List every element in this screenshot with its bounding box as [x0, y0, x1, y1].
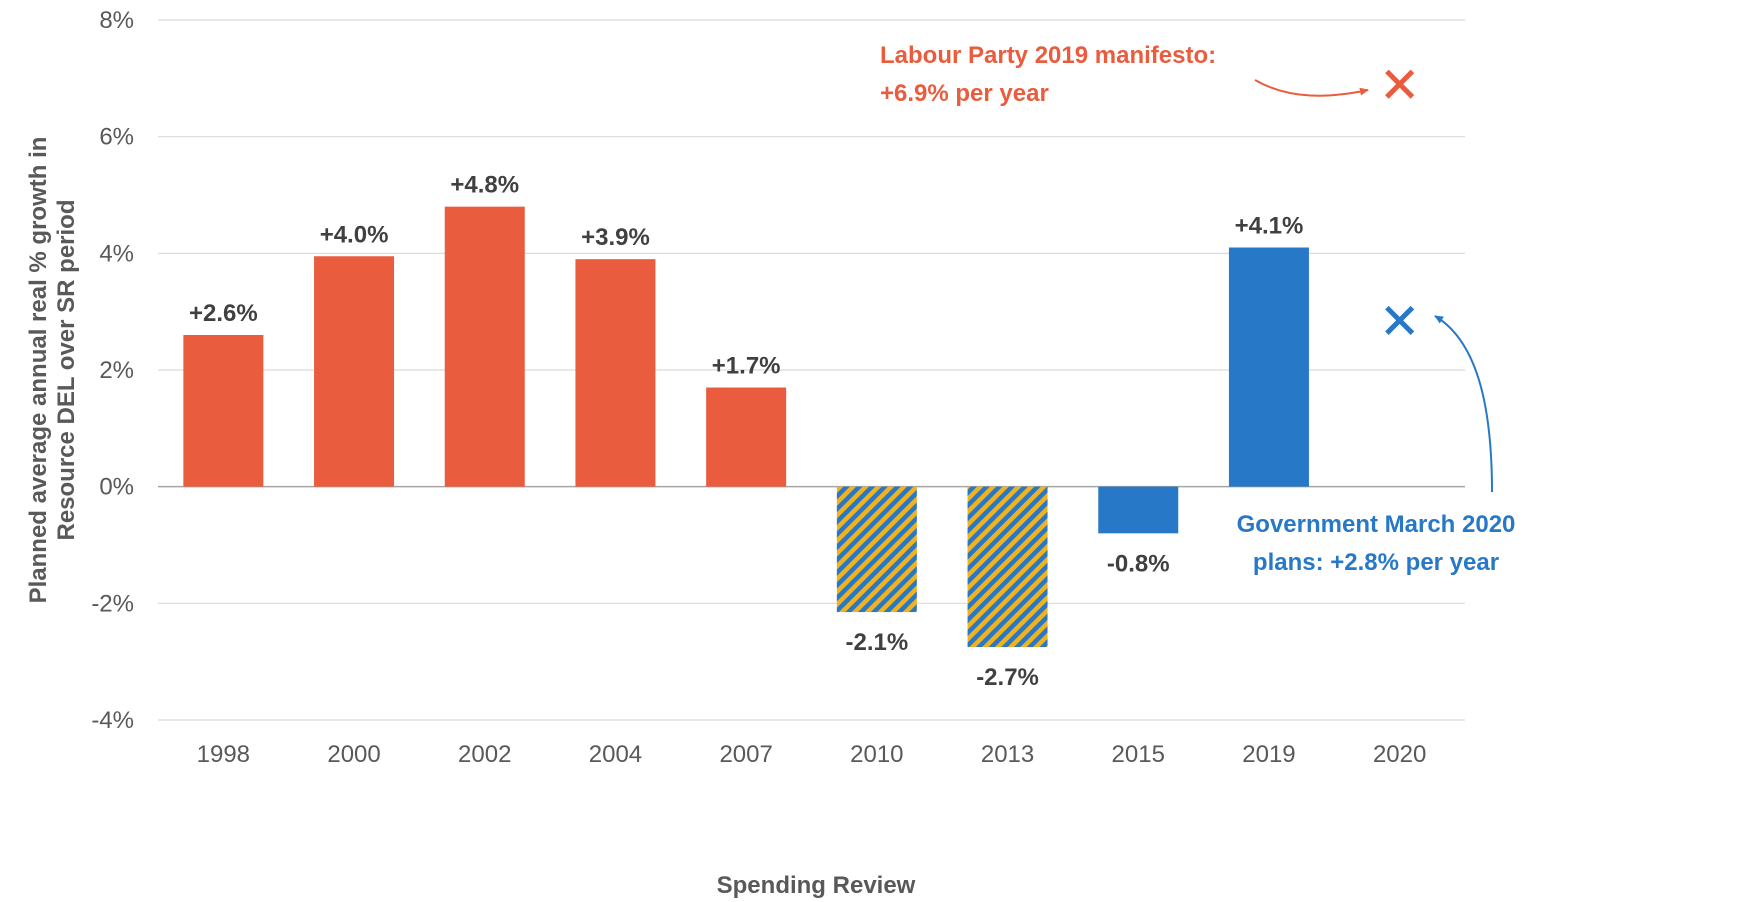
x-axis-ticks: 1998 2000 2002 2004 2007 2010 2013 2015 2019 2020: [197, 741, 1427, 768]
bar-data-label: +4.0%: [320, 221, 389, 248]
bar-data-label: +2.6%: [189, 300, 258, 327]
labour-manifesto-annotation: Labour Party 2019 manifesto: +6.9% per ye…: [880, 42, 1216, 107]
y-tick-label: -2%: [91, 590, 134, 617]
y-tick-label: 8%: [99, 7, 134, 34]
x-tick-label: 2004: [589, 741, 642, 768]
y-tick-label: 6%: [99, 124, 134, 151]
y-tick-label: 0%: [99, 474, 134, 501]
cross-marker: [1385, 305, 1415, 335]
x-tick-label: 2015: [1112, 741, 1165, 768]
bar: [314, 256, 395, 487]
y-axis-ticks: -4% -2% 0% 2% 4% 6% 8%: [91, 7, 134, 734]
bar-data-label: +1.7%: [712, 353, 781, 380]
annotations: Labour Party 2019 manifesto: +6.9% per ye…: [880, 42, 1515, 576]
bar: [967, 486, 1048, 648]
bar: [183, 335, 264, 487]
x-tick-label: 2019: [1242, 741, 1295, 768]
y-axis-title: Planned average annual real % growth inR…: [25, 137, 80, 604]
cross-marker: [1385, 69, 1415, 99]
bar: [1098, 486, 1179, 534]
x-tick-label: 2007: [719, 741, 772, 768]
markers: [1385, 69, 1415, 335]
x-tick-label: 1998: [197, 741, 250, 768]
government-annotation-arrow: [1434, 315, 1493, 493]
government-plans-annotation: Government March 2020 plans: +2.8% per ye…: [1237, 511, 1516, 576]
y-tick-label: -4%: [91, 707, 134, 734]
bar: [575, 259, 656, 487]
bar: [444, 206, 525, 487]
x-tick-label: 2000: [327, 741, 380, 768]
bar: [1228, 247, 1309, 487]
bar: [836, 486, 917, 613]
x-tick-label: 2002: [458, 741, 511, 768]
bar-data-label: -2.1%: [845, 629, 908, 656]
x-axis-title: Spending Review: [717, 872, 916, 899]
bar-data-label: +4.8%: [450, 172, 519, 199]
bars: +2.6% +4.0% +4.8% +3.9% +1.7% -2.1% -2.7% -0.8%…: [183, 172, 1309, 691]
x-tick-label: 2013: [981, 741, 1034, 768]
labour-annotation-arrow: [1254, 79, 1369, 97]
bar-data-label: -2.7%: [976, 664, 1039, 691]
bar-data-label: +3.9%: [581, 224, 650, 251]
bar-data-label: -0.8%: [1107, 550, 1170, 577]
y-tick-label: 2%: [99, 357, 134, 384]
x-tick-label: 2020: [1373, 741, 1426, 768]
x-tick-label: 2010: [850, 741, 903, 768]
bar: [706, 387, 787, 487]
bar-data-label: +4.1%: [1235, 213, 1304, 240]
y-tick-label: 4%: [99, 240, 134, 267]
